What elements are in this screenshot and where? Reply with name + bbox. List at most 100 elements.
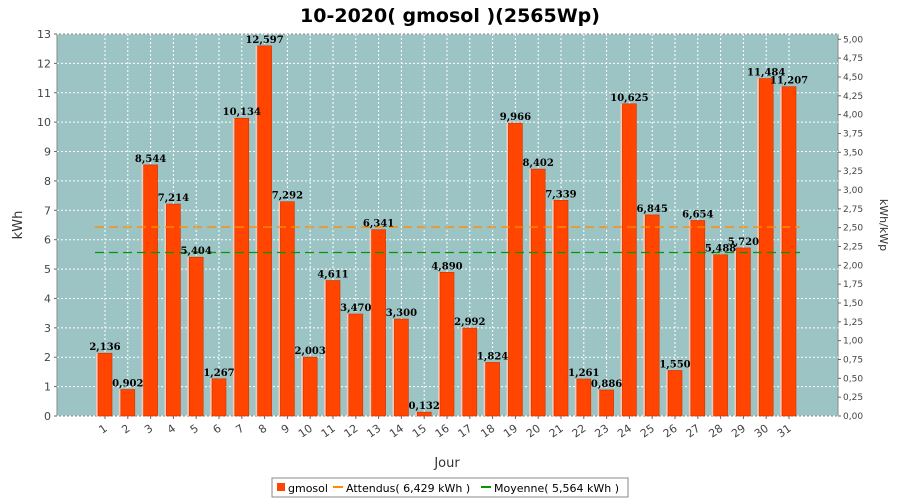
x-axis-label: Jour bbox=[433, 456, 460, 471]
x-tick-label: 16 bbox=[433, 422, 452, 441]
bar-group bbox=[118, 389, 136, 417]
x-tick-label: 17 bbox=[456, 422, 475, 441]
value-label: 0,886 bbox=[591, 379, 622, 390]
y-tick-label: 0 bbox=[44, 410, 51, 423]
x-tick-label: 24 bbox=[615, 422, 634, 441]
bar bbox=[325, 280, 341, 417]
y-right-tick-label: 0,50 bbox=[843, 374, 863, 384]
value-label: 0,132 bbox=[409, 401, 440, 412]
y-tick-label: 11 bbox=[37, 87, 51, 100]
bar-group bbox=[506, 122, 523, 417]
y-right-tick-label: 0,25 bbox=[843, 393, 863, 403]
bar-group bbox=[620, 103, 637, 417]
x-tick-label: 15 bbox=[410, 422, 429, 441]
bar bbox=[781, 86, 797, 417]
y-right-tick-label: 1,50 bbox=[843, 299, 863, 309]
bar-group bbox=[255, 45, 272, 417]
y-right-tick-label: 2,50 bbox=[843, 224, 863, 234]
x-tick-label: 10 bbox=[296, 422, 315, 441]
bar-group bbox=[574, 378, 592, 417]
x-tick-label: 11 bbox=[319, 422, 338, 441]
bar-group bbox=[711, 254, 728, 417]
y-right-tick-label: 4,75 bbox=[843, 54, 863, 64]
y-tick-label: 7 bbox=[44, 204, 51, 217]
bar bbox=[302, 356, 318, 417]
y-right-tick-label: 0,75 bbox=[843, 355, 863, 365]
y-tick-label: 9 bbox=[44, 146, 51, 159]
bar-group bbox=[187, 256, 204, 417]
y-right-tick-label: 3,00 bbox=[843, 186, 863, 196]
y-right-tick-label: 3,50 bbox=[843, 148, 863, 158]
value-label: 3,300 bbox=[386, 308, 417, 319]
x-tick-label: 25 bbox=[638, 422, 657, 441]
y-tick-label: 6 bbox=[44, 234, 51, 247]
value-label: 6,654 bbox=[682, 209, 713, 220]
bar-group bbox=[597, 389, 614, 417]
value-label: 12,597 bbox=[245, 35, 283, 46]
bar bbox=[667, 370, 683, 417]
y-axis-right-label: kWh/kWp bbox=[877, 199, 890, 251]
value-label: 1,261 bbox=[568, 368, 599, 379]
bar bbox=[394, 318, 409, 417]
value-label: 1,550 bbox=[659, 359, 690, 370]
bar bbox=[690, 220, 706, 417]
value-label: 2,136 bbox=[89, 342, 120, 353]
value-label: 10,134 bbox=[223, 107, 261, 118]
value-label: 5,404 bbox=[181, 246, 212, 257]
x-tick-label: 1 bbox=[97, 422, 110, 437]
bar bbox=[211, 378, 227, 417]
x-tick-label: 28 bbox=[706, 422, 725, 441]
bar bbox=[599, 389, 614, 417]
y-tick-label: 10 bbox=[37, 116, 51, 129]
x-tick-label: 26 bbox=[661, 422, 680, 441]
bar bbox=[462, 327, 478, 417]
bar bbox=[485, 362, 500, 417]
bar bbox=[257, 45, 272, 417]
y-right-tick-label: 2,75 bbox=[843, 205, 863, 215]
bar-group bbox=[757, 78, 774, 417]
y-tick-label: 5 bbox=[44, 263, 51, 276]
y-right-tick-label: 2,25 bbox=[843, 242, 863, 252]
x-tick-label: 9 bbox=[279, 422, 292, 437]
value-labels: 2,136 0,902 8,544 7,214 5,404 1,267 10,134 12,5… bbox=[89, 35, 808, 412]
value-label: 1,267 bbox=[203, 368, 234, 379]
value-label: 9,966 bbox=[500, 112, 531, 123]
x-tick-label: 29 bbox=[729, 422, 748, 441]
x-tick-label: 5 bbox=[188, 422, 201, 437]
y-right-tick-label: 4,25 bbox=[843, 92, 863, 102]
value-label: 3,470 bbox=[340, 303, 371, 314]
value-label: 6,845 bbox=[637, 204, 668, 215]
bar-group bbox=[688, 220, 706, 417]
bar bbox=[280, 201, 295, 417]
legend-box bbox=[271, 477, 629, 498]
value-label: 4,890 bbox=[431, 261, 462, 272]
bar-group bbox=[780, 86, 797, 417]
bar-group bbox=[369, 229, 386, 417]
legend-label-attendus: Attendus( 6,429 kWh ) bbox=[346, 482, 470, 495]
bar-group bbox=[643, 214, 660, 417]
value-label: 5,488 bbox=[705, 244, 736, 255]
x-tick-label: 14 bbox=[387, 422, 406, 441]
bar bbox=[166, 203, 181, 417]
y-right-tick-label: 1,00 bbox=[843, 337, 863, 347]
bar bbox=[120, 389, 136, 417]
x-tick-label: 30 bbox=[752, 422, 771, 441]
y-axis-right-ticks: 0,00 0,25 0,50 0,75 1,00 1,25 1,50 1,75 2,00 2,25… bbox=[838, 35, 863, 422]
bar bbox=[371, 229, 386, 417]
x-tick-label: 2 bbox=[119, 422, 132, 437]
legend-label-moyenne: Moyenne( 5,564 kWh ) bbox=[494, 482, 619, 495]
bar bbox=[348, 313, 364, 417]
bar-group bbox=[210, 378, 227, 417]
bar-group bbox=[460, 327, 478, 417]
legend-label-gmosol: gmosol bbox=[288, 482, 328, 495]
bar-group bbox=[666, 370, 683, 417]
value-label: 8,402 bbox=[523, 158, 554, 169]
bar bbox=[416, 411, 432, 417]
bar-group bbox=[346, 313, 364, 417]
y-tick-label: 3 bbox=[44, 322, 51, 335]
bar bbox=[530, 168, 546, 417]
value-label: 11,207 bbox=[770, 76, 808, 87]
